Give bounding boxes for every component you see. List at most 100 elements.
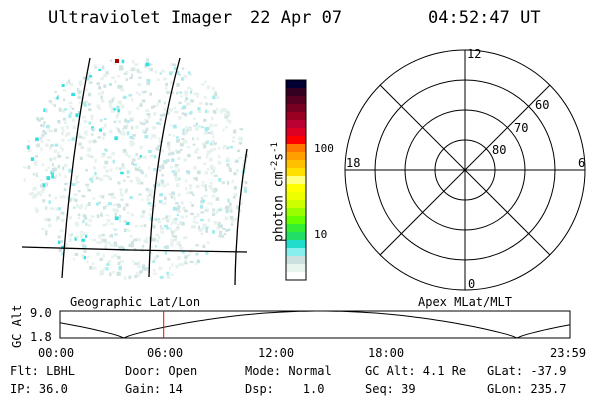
image-pixel [140,171,144,175]
image-pixel [212,95,216,100]
image-pixel [179,244,182,247]
image-pixel [93,64,97,68]
image-pixel [78,135,83,139]
image-pixel [62,195,66,199]
image-pixel [87,72,91,76]
image-pixel [208,185,213,189]
image-pixel [107,260,112,263]
image-pixel [138,193,142,196]
image-pixel [75,113,79,118]
image-pixel [194,262,197,266]
image-pixel [202,244,206,249]
image-pixel [128,155,132,159]
image-pixel [61,218,65,223]
image-pixel [137,260,141,265]
image-pixel [163,196,167,200]
image-pixel [190,212,194,216]
image-pixel [101,126,105,130]
image-pixel [107,220,111,223]
image-pixel [226,118,229,123]
image-pixel [152,272,157,275]
image-pixel [195,148,200,151]
status-door: Door: Open [125,364,198,378]
image-pixel [39,184,43,188]
image-pixel [159,72,163,75]
image-pixel [61,109,66,113]
image-pixel [131,126,134,130]
image-pixel [224,113,228,116]
orbit-ymax: 9.0 [30,306,52,320]
image-pixel [228,119,232,124]
image-pixel [184,215,188,218]
image-pixel [102,224,107,227]
image-pixel [69,197,72,202]
image-pixel [228,202,232,207]
image-pixel [222,128,225,132]
image-pixel [128,94,132,97]
image-pixel [215,211,218,215]
image-pixel [177,205,181,209]
image-pixel [68,114,72,118]
image-pixel [129,234,133,238]
image-pixel [206,140,209,144]
image-pixel [94,158,97,163]
image-pixel [212,109,216,114]
image-pixel [46,124,50,129]
image-pixel [159,114,164,117]
image-pixel [171,234,174,237]
image-pixel [109,177,112,181]
image-pixel [119,65,123,68]
image-pixel [126,175,130,178]
image-pixel [48,100,52,103]
image-pixel [184,90,189,95]
image-pixel [116,255,121,260]
image-pixel [146,81,150,86]
image-pixel [213,147,217,151]
image-pixel [110,243,114,248]
image-pixel [82,246,86,250]
image-pixel [178,73,181,76]
image-pixel [135,271,138,275]
image-pixel [88,121,92,125]
image-pixel [116,105,120,110]
status-glon: GLon: 235.7 [487,382,567,396]
image-pixel [58,248,62,252]
longitude-line [148,57,181,278]
image-pixel [214,221,218,225]
image-pixel [183,112,188,117]
status-ip: IP: 36.0 [10,382,68,396]
image-pixel [165,82,168,87]
image-pixel [120,104,125,109]
image-pixel [87,202,91,207]
image-pixel [202,223,207,228]
image-pixel [138,121,142,124]
image-pixel [121,163,125,168]
image-pixel [76,88,80,91]
image-pixel [117,84,122,89]
image-pixel [139,155,143,158]
colorbar-unit: photon cm [271,171,287,242]
image-pixel [184,99,187,103]
image-pixel [51,167,54,171]
image-pixel [57,155,62,158]
image-pixel [100,76,104,81]
image-pixel [200,204,204,209]
image-pixel [142,210,146,214]
image-pixel [83,120,88,124]
image-pixel [108,83,113,86]
image-pixel [112,96,116,100]
image-pixel [168,71,173,76]
image-pixel [193,177,198,180]
image-pixel [233,186,237,190]
image-pixel [226,110,229,115]
image-pixel [65,156,69,159]
image-pixel [87,92,92,97]
image-pixel [83,101,87,105]
image-pixel [197,156,202,160]
image-pixel [211,194,215,198]
image-pixel [36,117,40,121]
image-pixel [101,233,105,237]
image-pixel [177,256,181,260]
image-pixel [160,165,165,170]
image-pixel [176,208,180,212]
